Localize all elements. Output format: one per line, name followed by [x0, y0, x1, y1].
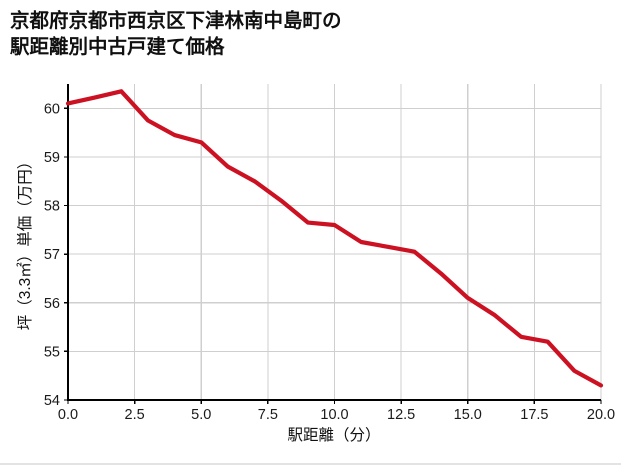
- y-tick-label: 57: [44, 247, 60, 263]
- gridlines-group: [67, 84, 602, 401]
- y-tick-label: 58: [44, 199, 60, 215]
- x-tick-label: 10.0: [320, 407, 348, 423]
- y-axis-title: 坪（3.3㎡）単価（万円）: [16, 154, 34, 331]
- x-tick-label: 5.0: [191, 407, 211, 423]
- y-tick-labels-group: 54 55 56 57 58 59 60: [44, 101, 60, 409]
- data-series-line: [65, 89, 604, 388]
- x-tick-labels-group: 0.0 2.5 5.0 7.5 10.0 12.5 15.0 17.5 20.0: [58, 407, 615, 423]
- y-tick-label: 54: [44, 393, 60, 409]
- y-tick-label: 56: [44, 296, 60, 312]
- x-axis-title: 駅距離（分）: [287, 426, 380, 444]
- x-tick-label: 0.0: [58, 407, 78, 423]
- x-tick-label: 12.5: [387, 407, 415, 423]
- y-tick-label: 55: [44, 344, 60, 360]
- x-tick-label: 20.0: [587, 407, 615, 423]
- x-tick-label: 2.5: [125, 407, 145, 423]
- tickmarks-group: [64, 107, 602, 404]
- y-tick-label: 59: [44, 150, 60, 166]
- page-title: 京都府京都市西京区下津林南中島町の 駅距離別中古戸建て価格: [10, 10, 342, 59]
- y-tick-label: 60: [44, 101, 60, 117]
- x-tick-label: 17.5: [520, 407, 548, 423]
- x-tick-label: 7.5: [258, 407, 278, 423]
- x-tick-label: 15.0: [454, 407, 482, 423]
